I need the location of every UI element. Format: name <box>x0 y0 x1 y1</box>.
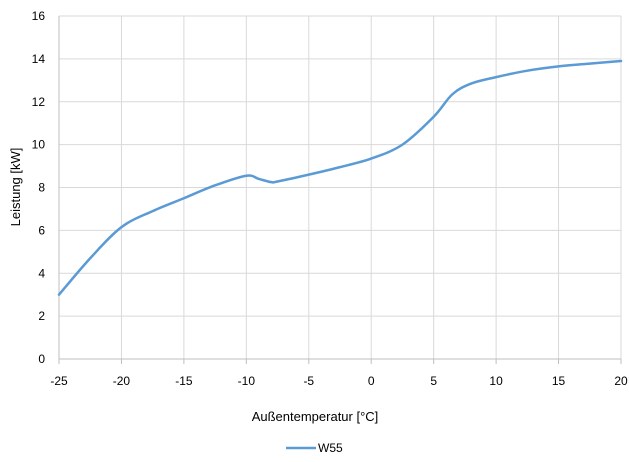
legend: W55 <box>286 441 343 455</box>
y-axis-title: Leistung [kW] <box>8 148 23 227</box>
y-tick-label: 16 <box>32 9 46 23</box>
x-tick-label: 15 <box>552 374 566 388</box>
y-tick-label: 6 <box>38 223 45 237</box>
x-tick-label: -5 <box>303 374 314 388</box>
x-tick-label: -20 <box>113 374 131 388</box>
y-tick-label: 4 <box>38 266 45 280</box>
x-axis-title: Außentemperatur [°C] <box>252 409 379 424</box>
x-tick-label: -25 <box>50 374 68 388</box>
x-tick-label: 20 <box>614 374 628 388</box>
y-tick-label: 2 <box>38 309 45 323</box>
y-tick-label: 0 <box>38 352 45 366</box>
x-tick-label: 5 <box>430 374 437 388</box>
series-lines <box>57 59 623 296</box>
series-line-w55 <box>57 59 623 296</box>
x-tick-label: 0 <box>368 374 375 388</box>
legend-label-w55: W55 <box>318 441 343 455</box>
x-tick-labels: -25 -20 -15 -10 -5 0 5 10 15 20 <box>50 374 628 388</box>
y-tick-label: 14 <box>32 52 46 66</box>
y-tick-label: 10 <box>32 138 46 152</box>
x-tick-label: 10 <box>489 374 503 388</box>
y-tick-labels: 0 2 4 6 8 10 12 14 16 <box>32 9 46 366</box>
y-tick-label: 12 <box>32 95 46 109</box>
x-tick-label: -10 <box>238 374 256 388</box>
gridlines <box>59 15 622 359</box>
axes <box>58 16 622 364</box>
x-tick-label: -15 <box>175 374 193 388</box>
y-tick-label: 8 <box>38 181 45 195</box>
